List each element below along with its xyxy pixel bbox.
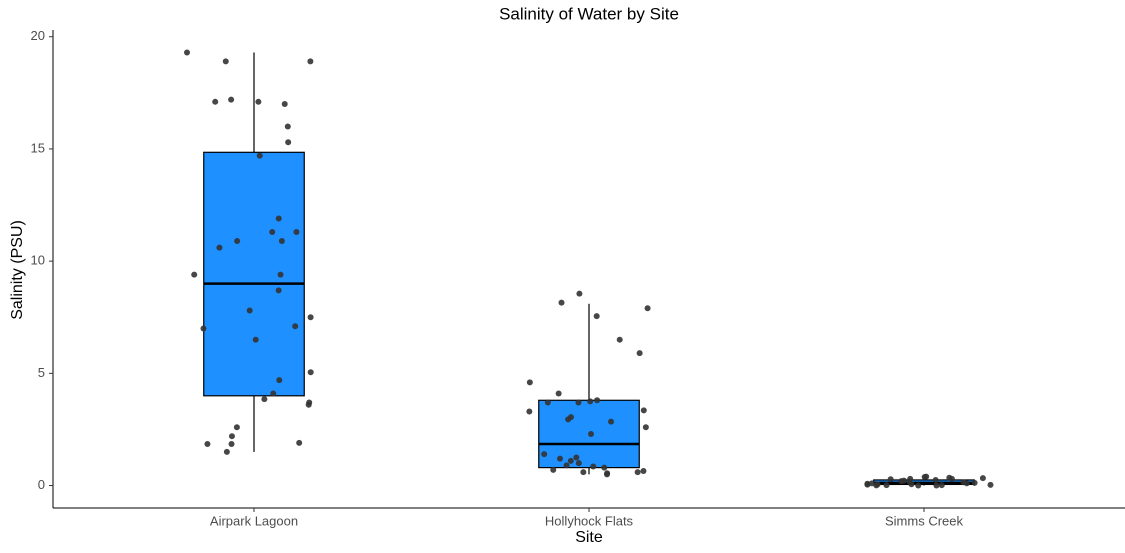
point <box>616 336 623 343</box>
point <box>541 451 548 458</box>
point <box>567 457 574 464</box>
point <box>604 471 611 478</box>
point <box>640 467 647 474</box>
point <box>285 139 292 146</box>
y-tick-label: 20 <box>31 28 45 43</box>
point <box>276 377 283 384</box>
point <box>305 401 312 408</box>
point <box>634 469 641 476</box>
point <box>191 271 198 278</box>
point <box>550 466 557 473</box>
x-tick-label: Simms Creek <box>885 513 964 528</box>
point <box>307 369 314 376</box>
point <box>275 215 282 222</box>
box <box>203 151 305 397</box>
point <box>277 271 284 278</box>
point <box>222 58 229 65</box>
point <box>987 481 994 488</box>
point <box>256 152 263 159</box>
x-tick-label: Hollyhock Flats <box>545 513 634 528</box>
point <box>932 476 939 483</box>
point <box>979 475 986 482</box>
point <box>184 49 191 56</box>
point <box>971 479 978 486</box>
point <box>296 439 303 446</box>
point <box>278 237 285 244</box>
point <box>252 336 259 343</box>
point <box>576 290 583 297</box>
point <box>526 408 533 415</box>
point <box>636 350 643 357</box>
point <box>228 96 235 103</box>
point <box>261 396 268 403</box>
point <box>963 480 970 487</box>
point <box>212 98 219 105</box>
point <box>590 463 597 470</box>
point <box>270 390 277 397</box>
point <box>275 287 282 294</box>
point <box>580 469 587 476</box>
point <box>644 305 651 312</box>
point <box>915 482 922 489</box>
point <box>908 481 915 488</box>
point <box>233 424 240 431</box>
point <box>544 399 551 406</box>
point <box>948 475 955 482</box>
point <box>608 418 615 425</box>
point <box>293 228 300 235</box>
point <box>933 482 940 489</box>
point <box>921 474 928 481</box>
point <box>281 101 288 108</box>
point <box>555 390 562 397</box>
point <box>200 325 207 332</box>
point <box>223 448 230 455</box>
point <box>234 237 241 244</box>
chart-title: Salinity of Water by Site <box>499 4 679 23</box>
point <box>594 397 601 404</box>
point <box>563 462 570 469</box>
point <box>873 482 880 489</box>
point <box>228 441 235 448</box>
point <box>898 478 905 485</box>
point <box>938 482 945 489</box>
x-axis-label: Site <box>575 529 603 546</box>
y-tick-label: 10 <box>31 253 45 268</box>
point <box>587 430 594 437</box>
y-tick-label: 5 <box>38 365 45 380</box>
point <box>864 481 871 488</box>
y-axis-label: Salinity (PSU) <box>9 220 26 320</box>
point <box>307 314 314 321</box>
point <box>307 58 314 65</box>
y-tick-label: 15 <box>31 140 45 155</box>
point <box>292 323 299 330</box>
point <box>593 313 600 320</box>
point <box>557 455 564 462</box>
point <box>575 399 582 406</box>
point <box>573 454 580 461</box>
point <box>284 123 291 130</box>
point <box>526 379 533 386</box>
point <box>887 476 894 483</box>
point <box>558 299 565 306</box>
point <box>228 433 235 440</box>
point <box>883 482 890 489</box>
point <box>565 416 572 423</box>
point <box>269 228 276 235</box>
point <box>216 244 223 251</box>
point <box>575 460 582 467</box>
point <box>642 424 649 431</box>
point <box>204 441 211 448</box>
y-tick-label: 0 <box>38 477 45 492</box>
point <box>587 398 594 405</box>
point <box>246 307 253 314</box>
point <box>640 407 647 414</box>
x-tick-label: Airpark Lagoon <box>210 513 298 528</box>
point <box>601 464 608 471</box>
point <box>255 98 262 105</box>
